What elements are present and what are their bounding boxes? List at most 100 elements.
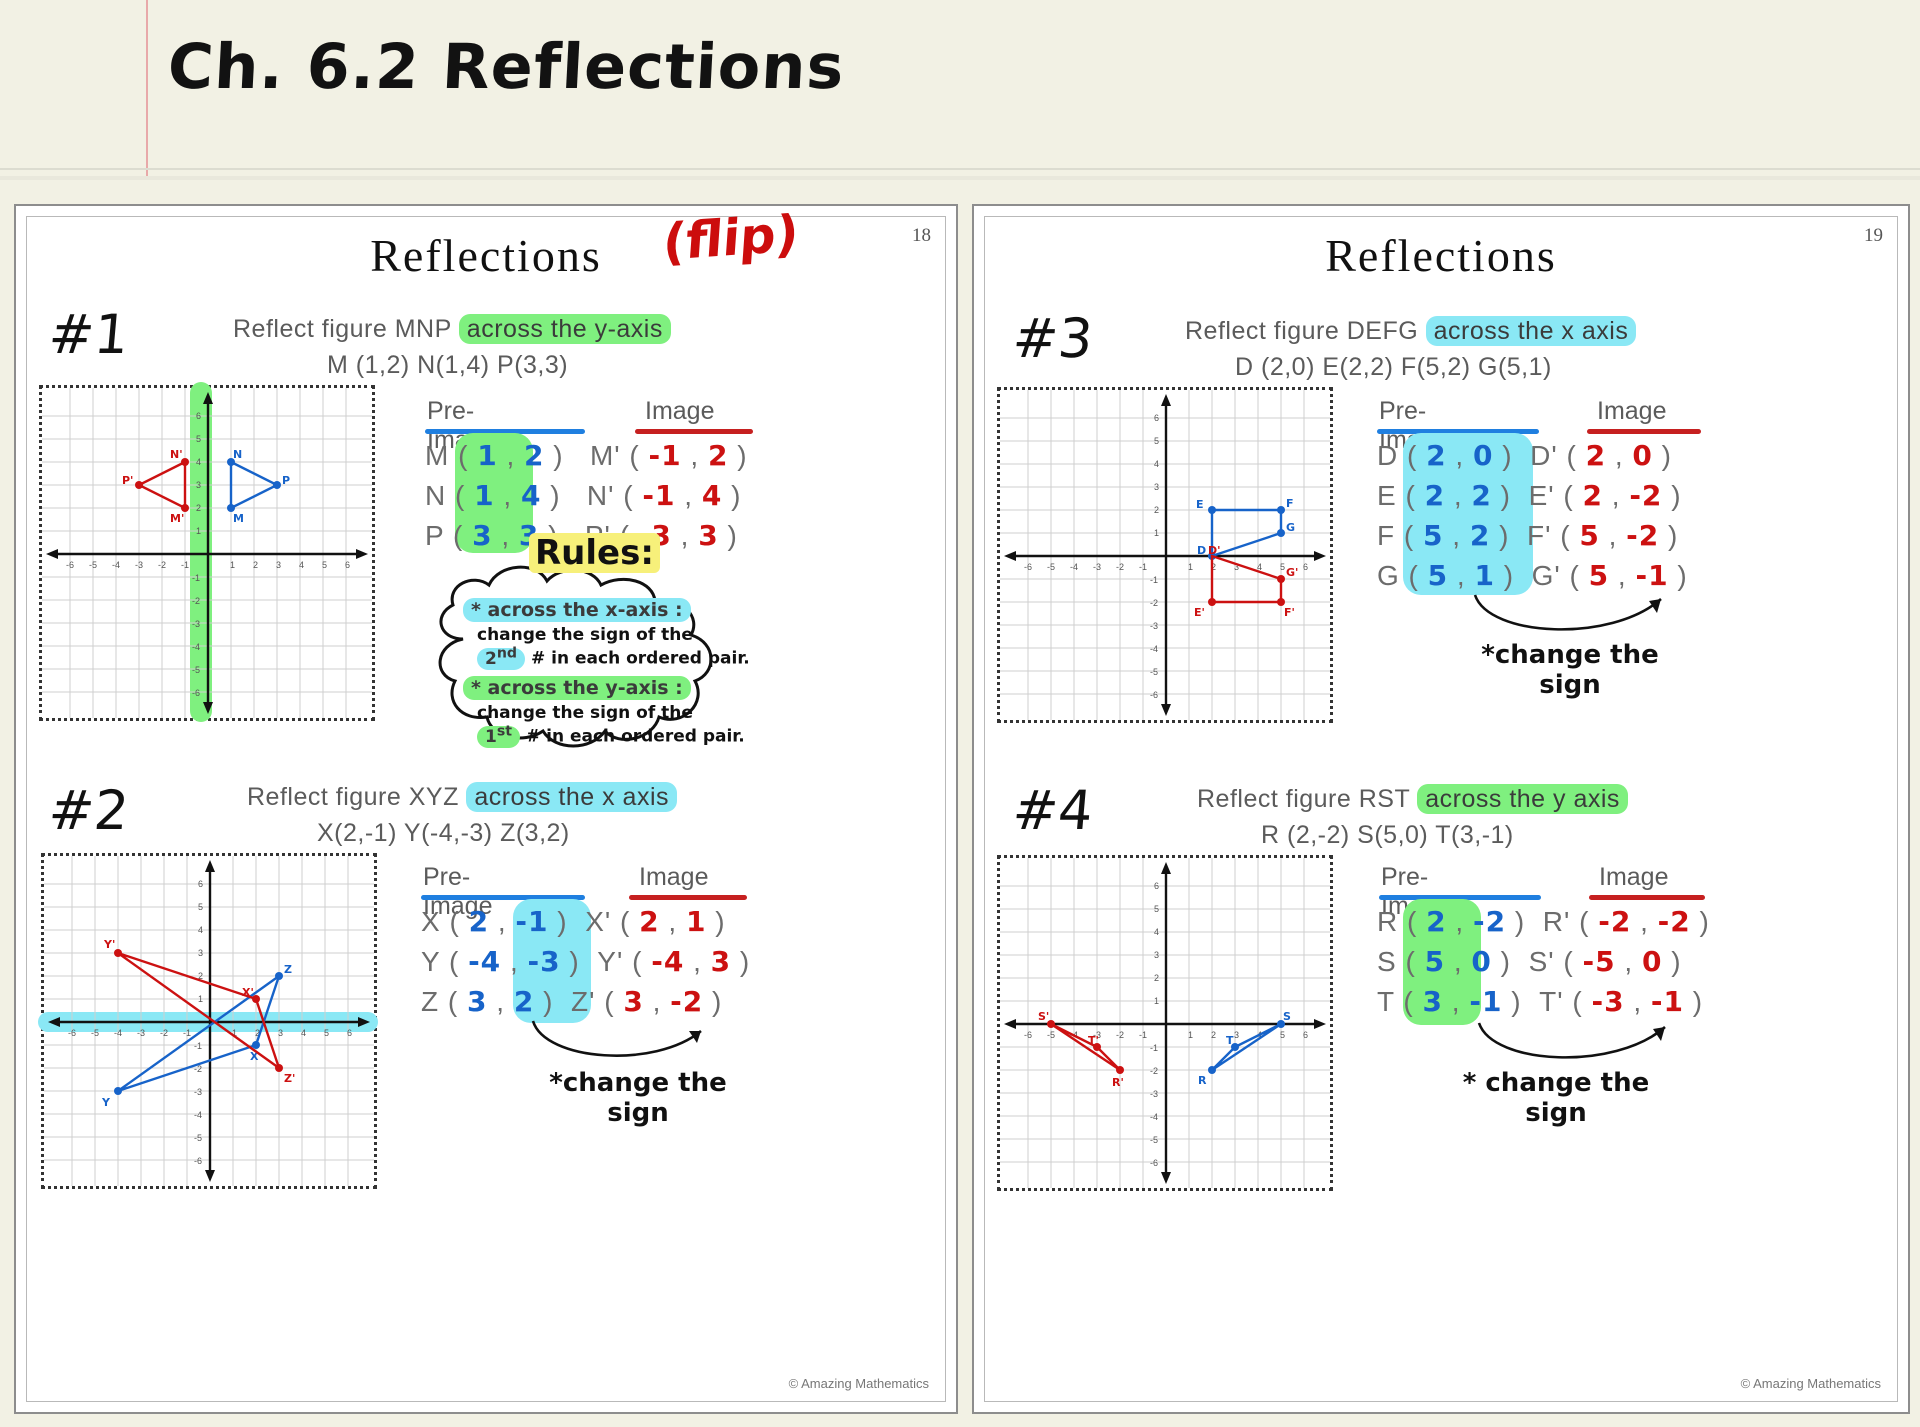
problem-1-number: #1	[46, 303, 132, 366]
svg-text:-6: -6	[68, 1028, 76, 1038]
svg-text:2: 2	[1154, 505, 1159, 515]
svg-text:-4: -4	[1150, 644, 1158, 654]
problem-1-graph: -6 -5 -4 -3 -2 -1 1 2 3 4 5 6 6 5 4 3 2 1 -1 -2 -3 -4 -…	[39, 382, 375, 722]
rule-2-line1: change the sign of the	[477, 703, 693, 723]
row-pre-x: 5	[1423, 519, 1444, 552]
row-img-y: 1	[685, 905, 707, 938]
svg-text:-6: -6	[1024, 562, 1032, 572]
row-pre-y: 1	[1474, 559, 1495, 592]
svg-text:-6: -6	[66, 560, 74, 570]
svg-text:-3: -3	[192, 619, 200, 629]
svg-text:-5: -5	[192, 665, 200, 675]
rule-2-heading: * across the y-axis :	[463, 676, 691, 700]
header-divider-shadow	[0, 176, 1920, 180]
svg-text:T: T	[1226, 1034, 1234, 1047]
row-pre-y: 4	[520, 479, 542, 512]
svg-text:G': G'	[1286, 566, 1298, 579]
svg-text:4: 4	[301, 1028, 306, 1038]
svg-text:E: E	[1196, 498, 1204, 511]
page-header	[0, 0, 1920, 176]
svg-text:2: 2	[196, 503, 201, 513]
row-label: G	[1377, 560, 1400, 591]
svg-text:4: 4	[1154, 459, 1159, 469]
row-img-y: 3	[698, 519, 719, 552]
page-title: Ch. 6.2 Reflections	[166, 30, 847, 103]
row-img-label: D'	[1530, 440, 1558, 471]
problem-2-prompt-prefix: Reflect figure XYZ	[247, 783, 459, 811]
problem-2-number: #2	[46, 779, 132, 842]
row-pre-x: 1	[474, 479, 495, 512]
svg-text:4: 4	[198, 925, 203, 935]
svg-text:M: M	[233, 512, 244, 525]
row-label: N	[425, 480, 447, 511]
svg-text:-3: -3	[1093, 562, 1101, 572]
svg-text:2: 2	[1211, 1030, 1216, 1040]
row-label: P	[425, 520, 445, 551]
svg-text:-2: -2	[1150, 1066, 1158, 1076]
svg-text:1: 1	[1188, 1030, 1193, 1040]
row-pre-y: 0	[1472, 439, 1494, 472]
row-label: Z	[421, 986, 440, 1017]
problem-1-prompt: Reflect figure MNP across the y-axis	[233, 314, 671, 344]
problem-2-grid: -6 -5 -4 -3 -2 -1 1 2 3 4 5 6 6 5 4 3 2 1 -1 -2 -3 -4 -…	[44, 856, 374, 1186]
row-img-x: -1	[648, 439, 682, 472]
cloud-title: Rules:	[529, 533, 660, 573]
row-pre-x: 3	[472, 519, 493, 552]
svg-text:-5: -5	[1047, 562, 1055, 572]
row-pre-y: -3	[527, 945, 561, 978]
svg-text:4: 4	[196, 457, 201, 467]
sheet-title-right: Reflections	[1325, 230, 1557, 281]
row-img-label: Y'	[597, 946, 624, 977]
svg-text:3: 3	[196, 480, 201, 490]
row-img-x: -5	[1582, 945, 1616, 978]
row-img-y: -1	[1650, 985, 1685, 1018]
svg-text:Y: Y	[101, 1096, 111, 1109]
row-pre-x: 3	[1422, 985, 1443, 1018]
svg-text:-2: -2	[1116, 562, 1124, 572]
svg-text:F: F	[1286, 497, 1294, 510]
svg-text:1: 1	[230, 560, 235, 570]
rule-1-line1: change the sign of the	[477, 625, 693, 645]
problem-3-number: #3	[1010, 307, 1096, 370]
problem-1-img-rule	[635, 429, 753, 434]
row-img-y: 3	[710, 945, 732, 978]
row-label: F	[1377, 520, 1396, 551]
svg-text:X: X	[250, 1050, 259, 1063]
table-row: R ( 2 , -2 ) R' ( -2 , -2 )	[1377, 905, 1710, 938]
svg-text:-3: -3	[137, 1028, 145, 1038]
svg-text:-1: -1	[194, 1041, 202, 1051]
svg-text:-1: -1	[192, 573, 200, 583]
svg-text:1: 1	[232, 1028, 237, 1038]
svg-text:-4: -4	[1070, 562, 1078, 572]
svg-text:5: 5	[198, 902, 203, 912]
row-img-y: -2	[1657, 905, 1691, 938]
svg-text:F': F'	[1284, 606, 1295, 619]
svg-text:3: 3	[278, 1028, 283, 1038]
svg-text:-4: -4	[1150, 1112, 1158, 1122]
row-pre-y: -2	[1472, 905, 1507, 938]
problem-4-note: * change the sign	[1462, 1068, 1650, 1128]
svg-text:3: 3	[198, 948, 203, 958]
svg-text:Y': Y'	[103, 938, 115, 951]
row-pre-y: 2	[513, 985, 535, 1018]
svg-text:T': T'	[1088, 1034, 1099, 1047]
row-img-y: 0	[1632, 439, 1653, 472]
svg-text:S: S	[1283, 1010, 1291, 1023]
margin-rule-line	[146, 0, 148, 176]
problem-2-img-rule	[629, 895, 747, 900]
problem-2-graph: -6 -5 -4 -3 -2 -1 1 2 3 4 5 6 6 5 4 3 2 1 -1 -2 -3 -4 -…	[38, 853, 378, 1189]
problem-3-grid: -6 -5 -4 -3 -2 -1 1 2 3 4 5 6 6 5 4 3 2 1 -1 -2 -3 -4 -…	[1000, 390, 1330, 720]
sheet-title-left: Reflections	[370, 230, 602, 281]
row-img-x: -1	[642, 479, 676, 512]
header-divider	[0, 168, 1920, 170]
svg-text:Z': Z'	[284, 1072, 295, 1085]
table-row: T ( 3 , -1 ) T' ( -3 , -1 )	[1377, 985, 1704, 1018]
table-row: G ( 5 , 1 ) G' ( 5 , -1 )	[1377, 559, 1688, 592]
row-pre-y: -1	[1469, 985, 1503, 1018]
table-row: E ( 2 , 2 ) E' ( 2 , -2 )	[1377, 479, 1682, 512]
svg-text:5: 5	[322, 560, 327, 570]
row-img-x: 2	[1585, 439, 1607, 472]
svg-text:-1: -1	[1150, 575, 1158, 585]
row-pre-x: 3	[467, 985, 488, 1018]
